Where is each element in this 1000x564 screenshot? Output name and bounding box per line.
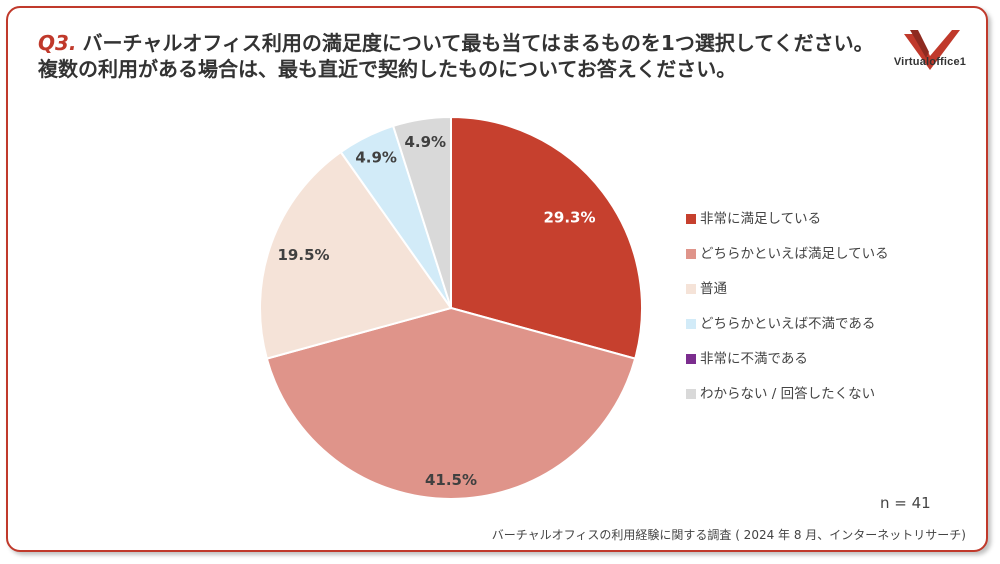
legend-label-0: 非常に満足している	[700, 211, 822, 227]
legend-label-4: 非常に不満である	[700, 351, 808, 367]
legend-swatch-5	[686, 389, 696, 399]
question-title: Q3. バーチャルオフィス利用の満足度について最も当てはまるものを1つ選択してくだ…	[38, 30, 874, 82]
legend-label-5: わからない / 回答したくない	[700, 386, 876, 402]
slice-data-label-5: 4.9%	[404, 133, 446, 151]
pie-slice-2	[259, 150, 453, 360]
pie-slice-5	[391, 115, 452, 309]
slice-data-label-1: 41.5%	[425, 471, 477, 489]
source-note: バーチャルオフィスの利用経験に関する調査 ( 2024 年 8 月、インターネッ…	[491, 528, 966, 542]
slice-data-label-3: 4.9%	[355, 148, 397, 166]
title-line-1: Q3. バーチャルオフィス利用の満足度について最も当てはまるものを1つ選択してくだ…	[38, 30, 874, 56]
legend-label-1: どちらかといえば満足している	[700, 246, 889, 262]
question-number: Q3.	[38, 31, 77, 55]
title-line-2: 複数の利用がある場合は、最も直近で契約したものについてお答えください。	[38, 57, 737, 81]
slice-data-label-0: 29.3%	[543, 209, 595, 227]
pie-slice-1	[265, 306, 637, 501]
legend-swatch-4	[686, 354, 696, 364]
legend-swatch-1	[686, 249, 696, 259]
sample-size: n = 41	[880, 494, 931, 512]
question-text: バーチャルオフィス利用の満足度について最も当てはまるものを1つ選択してください。	[82, 31, 874, 55]
legend-label-2: 普通	[700, 281, 727, 297]
legend-label-3: どちらかといえば不満である	[700, 316, 876, 332]
legend-swatch-3	[686, 319, 696, 329]
legend-swatch-0	[686, 214, 696, 224]
logo-text: Virtualoffice1	[893, 56, 967, 68]
legend-swatch-2	[686, 284, 696, 294]
slice-data-label-2: 19.5%	[278, 246, 330, 264]
vo1-logo-icon	[904, 30, 960, 70]
pie-slice-0	[450, 115, 643, 360]
